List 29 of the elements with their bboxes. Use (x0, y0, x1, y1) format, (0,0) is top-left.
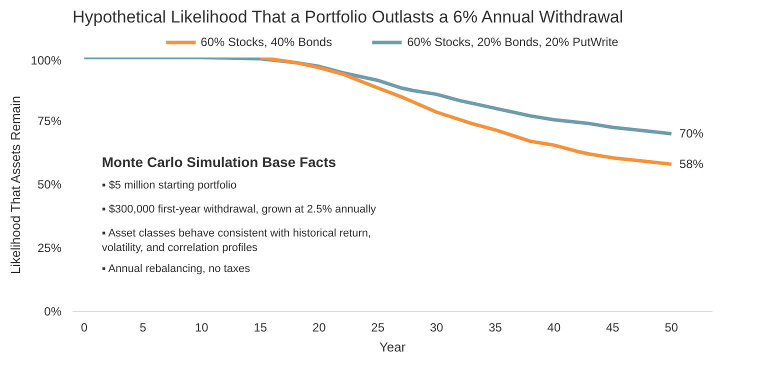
x-tick-label: 45 (606, 320, 620, 334)
line-series (258, 58, 674, 166)
legend-label: 60% Stocks, 20% Bonds, 20% PutWrite (407, 35, 618, 49)
x-tick-label: 25 (371, 320, 385, 334)
x-tick-label: 15 (254, 320, 268, 334)
chart-title: Hypothetical Likelihood That a Portfolio Outlasts a 6% Annual Withdrawal (72, 8, 624, 26)
annotation: Monte Carlo Simulation Base Facts (102, 154, 336, 170)
y-axis-title: Likelihood That Assets Remain (8, 96, 23, 274)
x-tick-label: 20 (312, 320, 326, 334)
x-axis-title: Year (379, 340, 406, 354)
y-tick-label: 25% (37, 241, 62, 255)
annotation: ▪ $300,000 first-year withdrawal, grown at 2.5% annually (102, 204, 377, 216)
x-tick-label: 30 (430, 320, 444, 334)
annotation: 58% (679, 157, 704, 172)
annotation: ▪ Annual rebalancing, no taxes (102, 263, 251, 276)
x-tick-label: 35 (488, 320, 502, 334)
annotation: ▪ Asset classes behave consistent with historical return, volatility, and correlation profiles (102, 228, 372, 254)
x-tick-label: 0 (80, 320, 88, 334)
x-tick-label: 10 (195, 320, 209, 334)
x-tick-label: 5 (140, 320, 147, 334)
y-tick-label: 75% (37, 114, 62, 128)
y-tick-label: 0% (44, 304, 62, 318)
annotation: ▪ $5 million starting portfolio (102, 179, 237, 192)
x-tick-label: 50 (664, 320, 678, 334)
y-tick-label: 100% (30, 54, 62, 68)
x-tick-label: 40 (547, 320, 561, 334)
legend-label: 60% Stocks, 40% Bonds (200, 35, 332, 49)
y-tick-label: 50% (37, 178, 62, 192)
annotation: 70% (679, 126, 704, 141)
